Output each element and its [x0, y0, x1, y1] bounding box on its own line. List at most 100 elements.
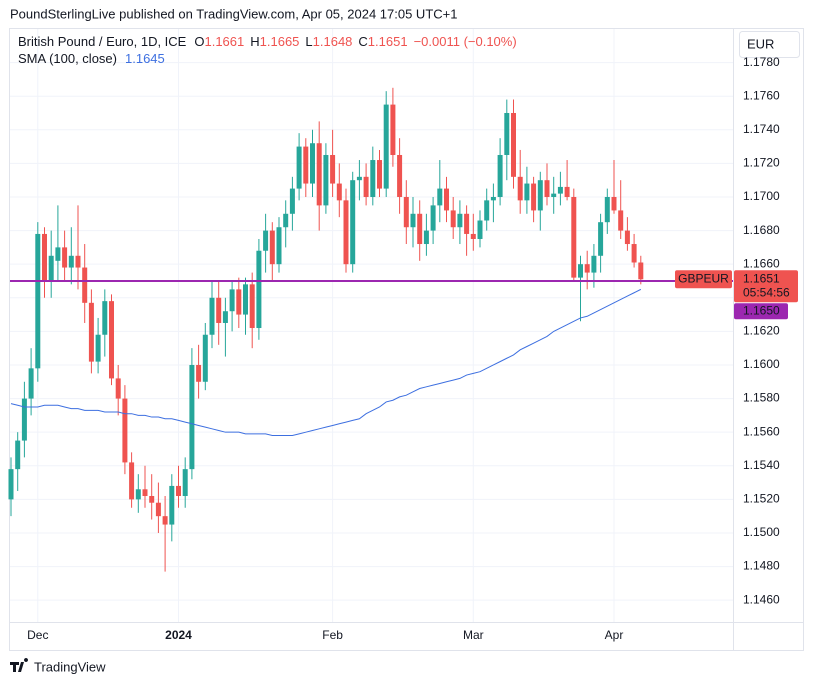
brand: TradingView [34, 659, 106, 674]
candle-body [48, 255, 54, 281]
candle-body [370, 160, 376, 197]
candle-body [497, 154, 503, 197]
close-label: C [358, 34, 367, 49]
x-tick-label: Feb [322, 628, 343, 642]
high-label: H [250, 34, 259, 49]
price-tag [734, 270, 798, 303]
candle-body [269, 230, 275, 265]
candle-body [82, 267, 88, 303]
candle-body [390, 104, 396, 155]
candle-body [383, 104, 389, 189]
candle-body [216, 297, 222, 323]
candle-body [28, 368, 34, 399]
candle-body [169, 485, 175, 525]
candle-body [571, 196, 577, 278]
sma-name: SMA (100, close) [18, 51, 117, 66]
candle-body [423, 230, 429, 245]
plot [8, 87, 733, 572]
open-label: O [194, 34, 204, 49]
candle-body [444, 188, 449, 211]
y-tick-label: 1.1580 [743, 391, 780, 405]
symbol-tag [675, 270, 732, 289]
candle-body [618, 210, 624, 231]
candle-body [142, 489, 148, 497]
candle-body [584, 264, 590, 273]
candle-body [490, 196, 496, 201]
y-tick-label: 1.1460 [743, 592, 780, 606]
open-value: 1.1661 [204, 34, 244, 49]
countdown: 05:54:56 [743, 285, 790, 299]
candle-body [524, 183, 530, 201]
candle-body [531, 183, 537, 211]
candle-body [631, 244, 637, 263]
candle-body [162, 516, 168, 525]
candle-body [135, 489, 141, 500]
y-tick-label: 1.1500 [743, 525, 780, 539]
low-value: 1.1648 [313, 34, 353, 49]
y-tick-label: 1.1740 [743, 122, 780, 136]
candle-body [430, 205, 436, 231]
candle-body [350, 180, 356, 265]
candle-body [336, 183, 342, 201]
y-tick-label: 1.1720 [743, 156, 780, 170]
candle-body [129, 462, 135, 500]
sma-line [10, 288, 642, 437]
candle-body [484, 200, 490, 221]
candle-body [537, 180, 543, 211]
low-label: L [305, 34, 312, 49]
candle-body [182, 469, 188, 497]
y-tick-label: 1.1760 [743, 88, 780, 102]
candle-body [149, 496, 155, 503]
price-tag-label: 1.1651 [743, 271, 780, 285]
candle-body [21, 398, 27, 441]
hline-tag-label: 1.1650 [743, 303, 780, 317]
candle-body [557, 186, 563, 194]
candle-body [624, 230, 630, 245]
candle-body [289, 188, 295, 214]
candle-body [202, 334, 208, 382]
candle-body [544, 180, 550, 197]
candle-body [410, 213, 416, 228]
y-tick-label: 1.1680 [743, 223, 780, 237]
candle-body [155, 502, 161, 517]
candle-body [15, 440, 21, 470]
candle-body [343, 200, 349, 265]
candle-body [638, 262, 644, 280]
legend-sma: SMA (100, close) 1.1645 [18, 51, 165, 66]
candle-body [249, 284, 255, 329]
candle-body [470, 233, 476, 239]
candle-body [310, 143, 315, 184]
currency[interactable]: EUR [747, 36, 774, 51]
candle-body [55, 247, 61, 261]
candle-body [35, 233, 41, 369]
candle-body [511, 112, 516, 177]
candle-body [222, 311, 228, 323]
x-tick-label: Mar [463, 628, 484, 642]
candle-body [551, 193, 557, 197]
publisher: PoundSterlingLive published on TradingVi… [10, 6, 457, 21]
candle-body [109, 301, 114, 379]
candle-body [8, 469, 14, 500]
y-tick-label: 1.1540 [743, 458, 780, 472]
candle-body [283, 213, 289, 228]
candle-body [303, 146, 309, 184]
candle-body [88, 302, 94, 362]
candle-body [296, 146, 302, 189]
candle-body [611, 196, 617, 211]
candle-body [256, 250, 262, 329]
candle-body [316, 143, 322, 206]
y-tick-label: 1.1660 [743, 256, 780, 270]
candle-body [115, 378, 121, 399]
candle-body [477, 220, 483, 239]
candle-body [356, 176, 362, 181]
candle-body [363, 176, 369, 197]
candle-body [323, 154, 329, 206]
candle-body [229, 289, 235, 312]
candle-body [591, 255, 597, 273]
high-value: 1.1665 [260, 34, 300, 49]
candle-body [176, 485, 181, 497]
candle-body [517, 176, 523, 201]
currency-button[interactable] [739, 31, 800, 58]
candle-body [604, 196, 610, 223]
